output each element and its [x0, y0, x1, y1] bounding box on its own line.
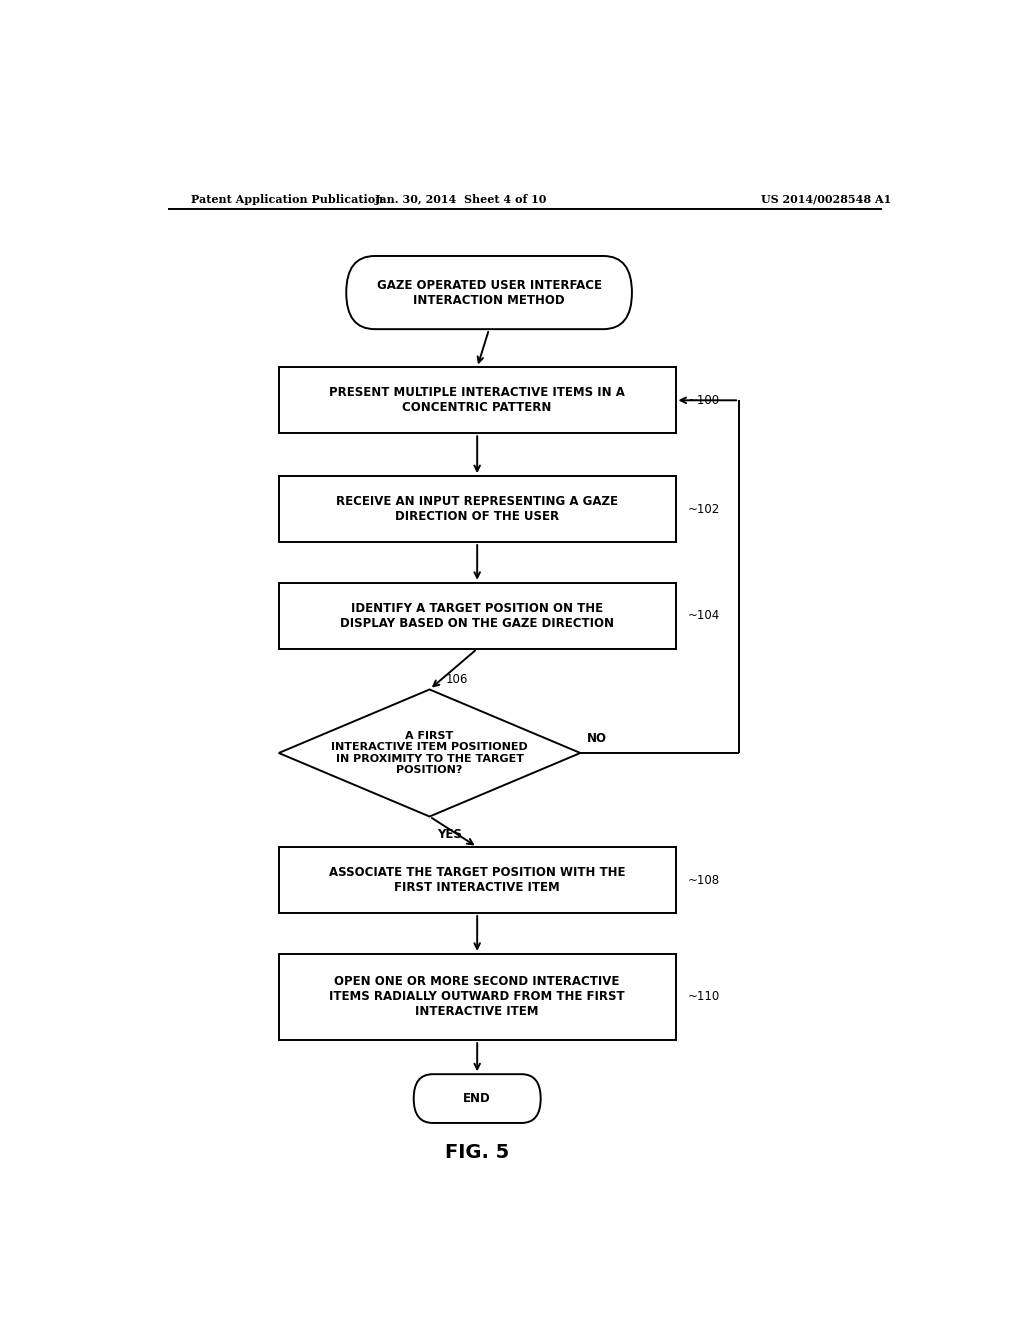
Text: END: END [463, 1092, 492, 1105]
Text: Patent Application Publication: Patent Application Publication [191, 194, 384, 205]
Text: ~108: ~108 [687, 874, 720, 887]
Text: ~100: ~100 [687, 393, 720, 407]
Text: IDENTIFY A TARGET POSITION ON THE
DISPLAY BASED ON THE GAZE DIRECTION: IDENTIFY A TARGET POSITION ON THE DISPLA… [340, 602, 614, 630]
Text: A FIRST
INTERACTIVE ITEM POSITIONED
IN PROXIMITY TO THE TARGET
POSITION?: A FIRST INTERACTIVE ITEM POSITIONED IN P… [331, 730, 528, 775]
Bar [279, 477, 676, 543]
Text: GAZE OPERATED USER INTERFACE
INTERACTION METHOD: GAZE OPERATED USER INTERFACE INTERACTION… [377, 279, 601, 306]
Bar [279, 847, 676, 913]
Text: FIG. 5: FIG. 5 [445, 1143, 509, 1162]
Text: PRESENT MULTIPLE INTERACTIVE ITEMS IN A
CONCENTRIC PATTERN: PRESENT MULTIPLE INTERACTIVE ITEMS IN A … [330, 387, 625, 414]
Polygon shape [279, 689, 581, 817]
Text: NO: NO [587, 733, 606, 746]
Text: OPEN ONE OR MORE SECOND INTERACTIVE
ITEMS RADIALLY OUTWARD FROM THE FIRST
INTERA: OPEN ONE OR MORE SECOND INTERACTIVE ITEM… [330, 975, 625, 1019]
Text: YES: YES [437, 829, 463, 841]
Text: RECEIVE AN INPUT REPRESENTING A GAZE
DIRECTION OF THE USER: RECEIVE AN INPUT REPRESENTING A GAZE DIR… [336, 495, 618, 523]
Text: 106: 106 [445, 673, 468, 686]
Text: US 2014/0028548 A1: US 2014/0028548 A1 [761, 194, 892, 205]
Text: ~102: ~102 [687, 503, 720, 516]
Text: Jan. 30, 2014  Sheet 4 of 10: Jan. 30, 2014 Sheet 4 of 10 [375, 194, 548, 205]
Text: ~104: ~104 [687, 610, 720, 622]
Text: ~110: ~110 [687, 990, 720, 1003]
Bar [279, 367, 676, 433]
FancyBboxPatch shape [346, 256, 632, 329]
FancyBboxPatch shape [414, 1074, 541, 1123]
Text: ASSOCIATE THE TARGET POSITION WITH THE
FIRST INTERACTIVE ITEM: ASSOCIATE THE TARGET POSITION WITH THE F… [329, 866, 626, 894]
Bar [279, 582, 676, 649]
Bar [279, 954, 676, 1040]
